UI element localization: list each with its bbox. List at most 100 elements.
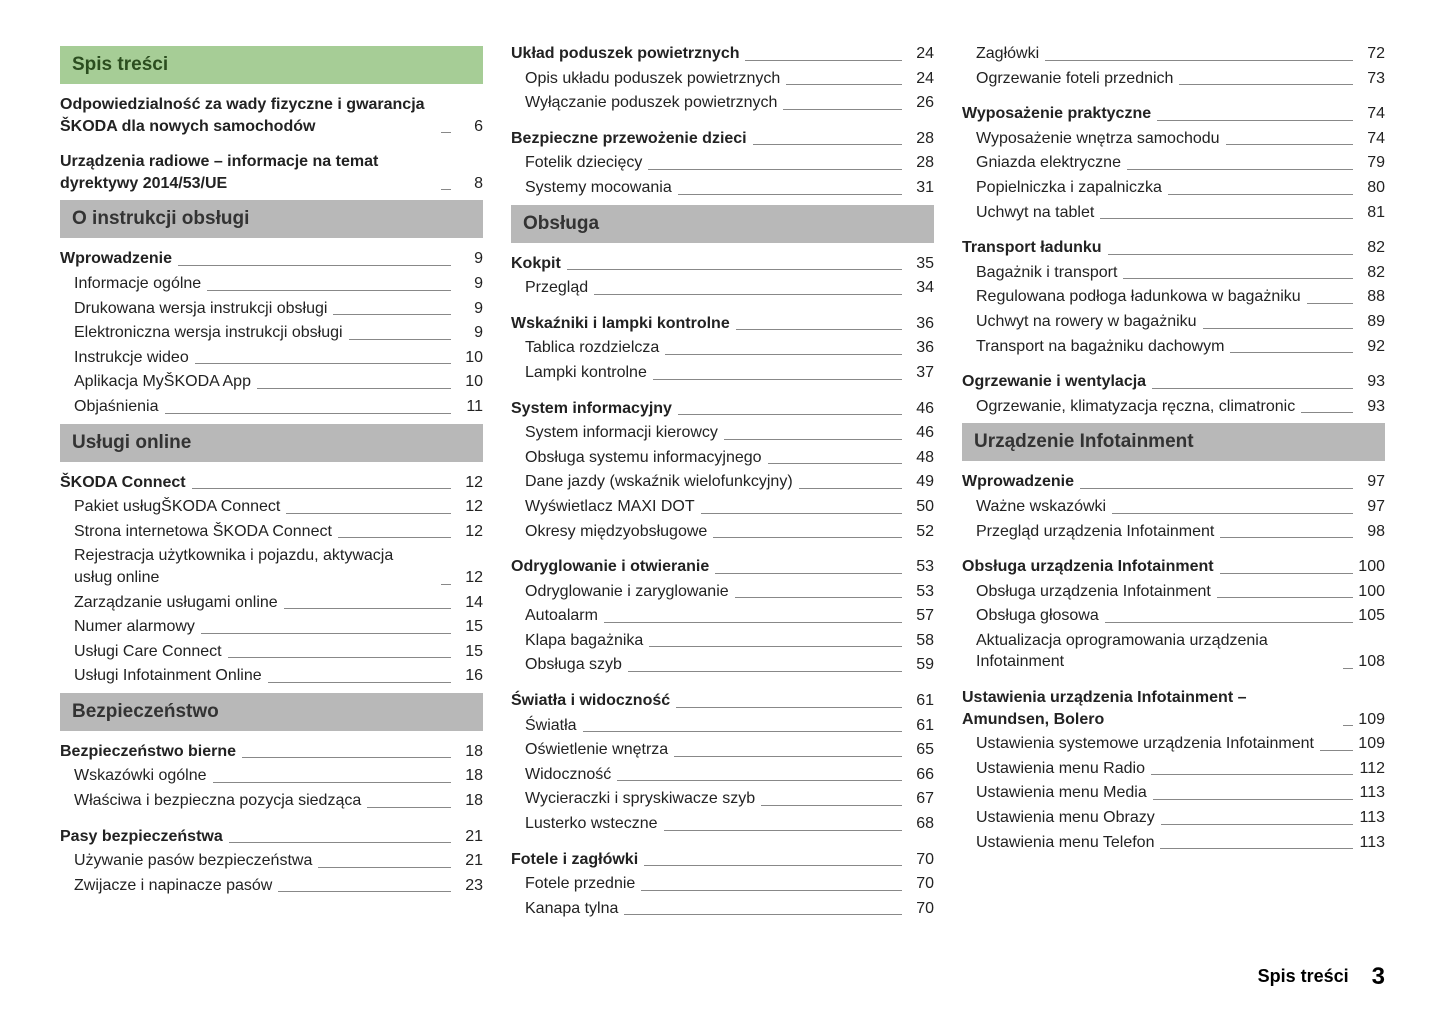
toc-entry[interactable]: Transport na bagażniku dachowym92 bbox=[962, 336, 1385, 358]
toc-entry[interactable]: Oświetlenie wnętrza65 bbox=[511, 739, 934, 761]
toc-entry[interactable]: Fotele i zagłówki70 bbox=[511, 849, 934, 871]
toc-entry[interactable]: Obsługa urządzenia Infotainment100 bbox=[962, 581, 1385, 603]
toc-entry-label: ŠKODA Connect bbox=[60, 472, 186, 494]
toc-entry[interactable]: Wyposażenie praktyczne74 bbox=[962, 103, 1385, 125]
toc-entry[interactable]: Ustawienia menu Radio112 bbox=[962, 758, 1385, 780]
toc-entry[interactable]: Usługi Infotainment Online16 bbox=[60, 665, 483, 687]
toc-entry[interactable]: Popielniczka i zapalniczka80 bbox=[962, 177, 1385, 199]
toc-entry[interactable]: Uchwyt na tablet81 bbox=[962, 202, 1385, 224]
toc-entry[interactable]: Rejestracja użytkownika i pojazdu, aktyw… bbox=[60, 545, 483, 588]
toc-leader bbox=[229, 842, 451, 843]
toc-entry[interactable]: Aktualizacja oprogramowania urządzenia I… bbox=[962, 630, 1385, 673]
toc-entry[interactable]: Ogrzewanie, klimatyzacja ręczna, climatr… bbox=[962, 396, 1385, 418]
toc-entry[interactable]: Przegląd34 bbox=[511, 277, 934, 299]
toc-entry[interactable]: Wyłączanie poduszek powietrznych26 bbox=[511, 92, 934, 114]
toc-entry[interactable]: Lusterko wsteczne68 bbox=[511, 813, 934, 835]
toc-entry[interactable]: Pasy bezpieczeństwa21 bbox=[60, 826, 483, 848]
toc-entry[interactable]: Ogrzewanie foteli przednich73 bbox=[962, 68, 1385, 90]
toc-entry[interactable]: Wskazówki ogólne18 bbox=[60, 765, 483, 787]
toc-entry[interactable]: System informacji kierowcy46 bbox=[511, 422, 934, 444]
spacer bbox=[511, 679, 934, 687]
toc-entry-label: Wyposażenie wnętrza samochodu bbox=[962, 128, 1220, 150]
toc-entry-page: 67 bbox=[906, 788, 934, 810]
toc-entry[interactable]: Ogrzewanie i wentylacja93 bbox=[962, 371, 1385, 393]
toc-entry[interactable]: Obsługa systemu informacyjnego48 bbox=[511, 447, 934, 469]
toc-entry[interactable]: Transport ładunku82 bbox=[962, 237, 1385, 259]
toc-entry[interactable]: Kokpit35 bbox=[511, 253, 934, 275]
toc-entry-label: Uchwyt na tablet bbox=[962, 202, 1094, 224]
toc-entry[interactable]: Fotele przednie70 bbox=[511, 873, 934, 895]
toc-entry[interactable]: Ustawienia menu Telefon113 bbox=[962, 832, 1385, 854]
toc-entry[interactable]: Kanapa tylna70 bbox=[511, 898, 934, 920]
toc-entry[interactable]: Wyposażenie wnętrza samochodu74 bbox=[962, 128, 1385, 150]
toc-entry[interactable]: Odpowiedzialność za wady fizyczne i gwar… bbox=[60, 94, 483, 137]
toc-entry[interactable]: Odryglowanie i zaryglowanie53 bbox=[511, 581, 934, 603]
toc-entry[interactable]: Usługi Care Connect15 bbox=[60, 641, 483, 663]
toc-leader bbox=[1307, 303, 1353, 304]
toc-entry[interactable]: Zagłówki72 bbox=[962, 43, 1385, 65]
toc-entry[interactable]: Tablica rozdzielcza36 bbox=[511, 337, 934, 359]
toc-entry[interactable]: Pakiet usługŠKODA Connect12 bbox=[60, 496, 483, 518]
toc-entry[interactable]: Właściwa i bezpieczna pozycja siedząca18 bbox=[60, 790, 483, 812]
toc-entry[interactable]: Przegląd urządzenia Infotainment98 bbox=[962, 521, 1385, 543]
toc-entry[interactable]: Zarządzanie usługami online14 bbox=[60, 592, 483, 614]
toc-entry[interactable]: Wprowadzenie97 bbox=[962, 471, 1385, 493]
toc-entry[interactable]: Bezpieczne przewożenie dzieci28 bbox=[511, 128, 934, 150]
toc-entry[interactable]: Okresy międzyobsługowe52 bbox=[511, 521, 934, 543]
toc-leader bbox=[1230, 352, 1353, 353]
toc-entry[interactable]: Obsługa głosowa105 bbox=[962, 605, 1385, 627]
toc-entry[interactable]: Regulowana podłoga ładunkowa w bagażniku… bbox=[962, 286, 1385, 308]
toc-entry[interactable]: Autoalarm57 bbox=[511, 605, 934, 627]
toc-entry[interactable]: Strona internetowa ŠKODA Connect12 bbox=[60, 521, 483, 543]
toc-entry-label: Obsługa systemu informacyjnego bbox=[511, 447, 762, 469]
toc-entry[interactable]: Wyświetlacz MAXI DOT50 bbox=[511, 496, 934, 518]
toc-entry[interactable]: Wycieraczki i spryskiwacze szyb67 bbox=[511, 788, 934, 810]
toc-entry[interactable]: Wskaźniki i lampki kontrolne36 bbox=[511, 313, 934, 335]
toc-entry[interactable]: Obsługa urządzenia Infotainment100 bbox=[962, 556, 1385, 578]
toc-entry-label: Urządzenia radiowe – informacje na temat… bbox=[60, 151, 435, 194]
toc-entry[interactable]: Numer alarmowy15 bbox=[60, 616, 483, 638]
toc-entry[interactable]: Dane jazdy (wskaźnik wielofunkcyjny)49 bbox=[511, 471, 934, 493]
toc-entry[interactable]: Ustawienia menu Obrazy113 bbox=[962, 807, 1385, 829]
toc-entry[interactable]: Światła61 bbox=[511, 715, 934, 737]
toc-leader bbox=[257, 388, 451, 389]
toc-entry[interactable]: ŠKODA Connect12 bbox=[60, 472, 483, 494]
toc-entry-page: 74 bbox=[1357, 103, 1385, 125]
toc-entry[interactable]: Drukowana wersja instrukcji obsługi9 bbox=[60, 298, 483, 320]
toc-entry[interactable]: Bezpieczeństwo bierne18 bbox=[60, 741, 483, 763]
toc-leader bbox=[745, 60, 902, 61]
toc-entry-label: Fotelik dziecięcy bbox=[511, 152, 642, 174]
toc-entry-page: 14 bbox=[455, 592, 483, 614]
toc-entry[interactable]: System informacyjny46 bbox=[511, 398, 934, 420]
toc-entry[interactable]: Fotelik dziecięcy28 bbox=[511, 152, 934, 174]
section-heading: Obsługa bbox=[511, 205, 934, 243]
toc-entry[interactable]: Ważne wskazówki97 bbox=[962, 496, 1385, 518]
toc-entry[interactable]: Bagażnik i transport82 bbox=[962, 262, 1385, 284]
toc-entry[interactable]: Objaśnienia11 bbox=[60, 396, 483, 418]
toc-entry[interactable]: Widoczność66 bbox=[511, 764, 934, 786]
toc-entry[interactable]: Klapa bagażnika58 bbox=[511, 630, 934, 652]
toc-entry[interactable]: Obsługa szyb59 bbox=[511, 654, 934, 676]
toc-entry[interactable]: Używanie pasów bezpieczeństwa21 bbox=[60, 850, 483, 872]
toc-entry[interactable]: Elektroniczna wersja instrukcji obsługi9 bbox=[60, 322, 483, 344]
toc-entry[interactable]: Systemy mocowania31 bbox=[511, 177, 934, 199]
toc-entry[interactable]: Układ poduszek powietrznych24 bbox=[511, 43, 934, 65]
toc-entry[interactable]: Informacje ogólne9 bbox=[60, 273, 483, 295]
toc-entry[interactable]: Lampki kontrolne37 bbox=[511, 362, 934, 384]
toc-entry[interactable]: Opis układu poduszek powietrznych24 bbox=[511, 68, 934, 90]
toc-entry[interactable]: Ustawienia systemowe urządzenia Infotain… bbox=[962, 733, 1385, 755]
toc-entry[interactable]: Aplikacja MyŠKODA App10 bbox=[60, 371, 483, 393]
toc-entry-label: Wyłączanie poduszek powietrznych bbox=[511, 92, 777, 114]
toc-entry[interactable]: Odryglowanie i otwieranie53 bbox=[511, 556, 934, 578]
toc-entry[interactable]: Ustawienia urządzenia Infotainment – Amu… bbox=[962, 687, 1385, 730]
toc-entry[interactable]: Wprowadzenie9 bbox=[60, 248, 483, 270]
toc-entry[interactable]: Urządzenia radiowe – informacje na temat… bbox=[60, 151, 483, 194]
spacer bbox=[511, 387, 934, 395]
toc-entry[interactable]: Uchwyt na rowery w bagażniku89 bbox=[962, 311, 1385, 333]
toc-entry[interactable]: Światła i widoczność61 bbox=[511, 690, 934, 712]
toc-entry[interactable]: Ustawienia menu Media113 bbox=[962, 782, 1385, 804]
toc-entry-page: 113 bbox=[1357, 782, 1385, 804]
toc-entry[interactable]: Zwijacze i napinacze pasów23 bbox=[60, 875, 483, 897]
toc-entry[interactable]: Gniazda elektryczne79 bbox=[962, 152, 1385, 174]
toc-entry[interactable]: Instrukcje wideo10 bbox=[60, 347, 483, 369]
